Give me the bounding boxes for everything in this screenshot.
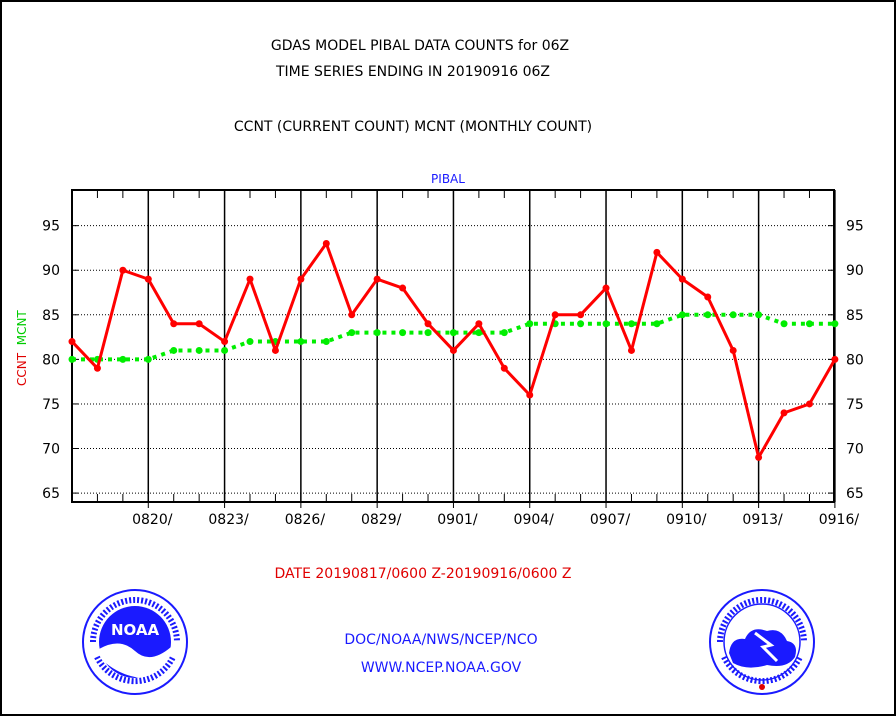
y-tick-label: 70 [42,442,60,458]
ccnt-point [475,320,483,328]
mcnt-point [500,329,508,337]
mcnt-point [704,311,712,319]
ccnt-point [144,275,152,283]
mcnt-point [602,320,610,328]
ccnt-point [195,320,203,328]
mcnt-point [348,329,356,337]
ccnt-point [68,338,76,346]
mcnt-point [526,320,534,328]
ccnt-point [246,275,254,283]
mcnt-point [119,355,127,363]
y-tick-label: 85 [42,308,60,324]
mcnt-point [195,346,203,354]
mcnt-point [144,355,152,363]
ccnt-point [653,248,661,256]
ccnt-point [831,355,839,363]
mcnt-point [780,320,788,328]
x-tick-label: 0826/ [285,512,326,528]
mcnt-point [475,329,483,337]
credit-line-2: WWW.NCEP.NOAA.GOV [360,660,522,676]
y-tick-label: 75 [42,397,60,413]
mcnt-point [68,355,76,363]
y-tick-label: 65 [42,486,60,502]
ccnt-point [297,275,305,283]
ccnt-point [119,266,127,274]
ccnt-point [602,284,610,292]
ccnt-point [526,391,534,399]
y-tick-label: 80 [42,352,60,368]
ccnt-point [780,409,788,417]
ccnt-point [551,311,559,319]
ccnt-point [729,346,737,354]
x-tick-label: 0820/ [132,512,173,528]
mcnt-point [399,329,407,337]
mcnt-point [831,320,839,328]
y-tick-label-right: 65 [846,486,864,502]
mcnt-point [373,329,381,337]
ccnt-point [348,311,356,319]
y-tick-label-right: 85 [846,308,864,324]
mcnt-point [627,320,635,328]
ccnt-point [399,284,407,292]
mcnt-point [678,311,686,319]
ccnt-point [424,320,432,328]
chart-title: GDAS MODEL PIBAL DATA COUNTS for 06Z [270,38,570,54]
ccnt-point [93,364,101,372]
ccnt-point [373,275,381,283]
y-tick-label-right: 90 [846,263,864,279]
ccnt-point [322,239,330,247]
series-legend-text: CCNT (CURRENT COUNT) MCNT (MONTHLY COUNT… [233,119,593,135]
ccnt-point [755,453,763,461]
x-tick-label: 0901/ [437,512,478,528]
noaa-logo: NOAA [82,589,188,695]
x-tick-label: 0907/ [590,512,631,528]
x-tick-label: 0913/ [742,512,783,528]
y-tick-label-right: 80 [846,352,864,368]
mcnt-point [221,346,229,354]
y-tick-label: 90 [42,263,60,279]
ccnt-point [170,320,178,328]
ccnt-point [221,338,229,346]
x-tick-label: 0904/ [514,512,555,528]
x-tick-label: 0823/ [208,512,249,528]
mcnt-point [805,320,813,328]
mcnt-point [449,329,457,337]
y-tick-label-right: 95 [846,219,864,235]
x-tick-label: 0916/ [819,512,860,528]
nws-logo [709,589,815,695]
panel-label: PIBAL [431,172,465,186]
ccnt-point [704,293,712,301]
mcnt-point [653,320,661,328]
mcnt-point [755,311,763,319]
ccnt-point [500,364,508,372]
mcnt-point [170,346,178,354]
ccnt-point [805,400,813,408]
ccnt-point [577,311,585,319]
y-tick-label-right: 70 [846,442,864,458]
mcnt-point [246,338,254,346]
mcnt-point [297,338,305,346]
chart-subtitle: TIME SERIES ENDING IN 20190916 06Z [276,64,550,80]
ccnt-point [449,346,457,354]
mcnt-point [322,338,330,346]
mcnt-point [424,329,432,337]
svg-text:NOAA: NOAA [111,621,160,639]
x-tick-label: 0829/ [361,512,402,528]
credit-line-1: DOC/NOAA/NWS/NCEP/NCO [344,632,538,648]
y-tick-label-right: 75 [846,397,864,413]
ccnt-point [678,275,686,283]
mcnt-point [729,311,737,319]
date-range: DATE 20190817/0600 Z-20190916/0600 Z [274,566,572,582]
ccnt-point [271,346,279,354]
mcnt-point [577,320,585,328]
ccnt-point [627,346,635,354]
x-tick-label: 0910/ [666,512,707,528]
y-tick-label: 95 [42,219,60,235]
